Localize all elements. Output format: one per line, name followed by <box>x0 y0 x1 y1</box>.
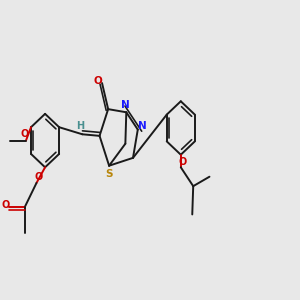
Text: S: S <box>105 169 112 178</box>
Text: O: O <box>94 76 103 85</box>
Text: H: H <box>76 122 85 131</box>
Text: O: O <box>20 129 28 139</box>
Text: O: O <box>34 172 43 182</box>
Text: N: N <box>138 121 147 131</box>
Text: O: O <box>178 157 187 166</box>
Text: O: O <box>1 200 9 210</box>
Text: N: N <box>121 100 130 110</box>
